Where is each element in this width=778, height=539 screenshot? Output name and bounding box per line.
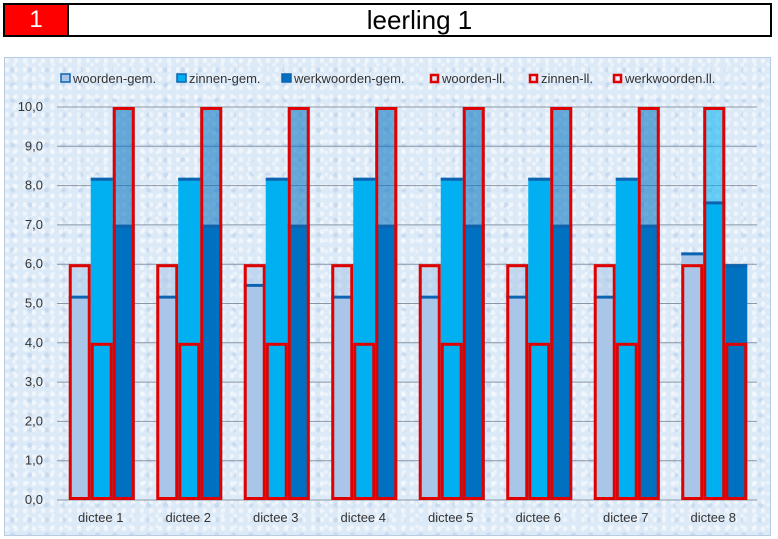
student-bar (331, 264, 354, 500)
y-tick-label: 0,0 (25, 492, 43, 507)
avg-bar (178, 177, 201, 500)
legend-label: zinnen-ll. (541, 71, 593, 86)
y-tick-label: 3,0 (25, 374, 43, 389)
legend-label: werkwoorden.ll. (624, 71, 715, 86)
y-tick-label: 1,0 (25, 453, 43, 468)
student-bar (287, 107, 310, 500)
student-bar (200, 107, 223, 500)
avg-bar (615, 177, 638, 500)
student-bar (243, 264, 266, 500)
student-bar (506, 264, 529, 500)
avg-bar (375, 224, 398, 500)
page-title: leerling 1 (366, 4, 473, 35)
avg-bar (440, 177, 463, 500)
avg-overlay (375, 107, 398, 225)
student-bar (550, 107, 573, 500)
student-bar (90, 342, 113, 500)
y-tick-label: 10,0 (18, 99, 43, 114)
y-tick-label: 9,0 (25, 138, 43, 153)
x-tick-label: dictee 2 (165, 510, 211, 525)
y-tick-label: 6,0 (25, 256, 43, 271)
chart-area: 0,0 1,0 2,0 3,0 4,0 5,0 6,0 7,0 8,0 9,0 10,0 dictee… (4, 57, 771, 536)
student-bar (440, 342, 463, 500)
avg-bar (90, 177, 113, 500)
avg-overlay (287, 107, 310, 225)
student-bar (637, 107, 660, 500)
avg-overlay (593, 264, 616, 296)
y-tick-label: 4,0 (25, 335, 43, 350)
avg-overlay (506, 264, 529, 296)
avg-overlay (462, 107, 485, 225)
avg-bar (287, 224, 310, 500)
student-bar (68, 264, 91, 500)
avg-overlay (703, 107, 726, 202)
student-bar (375, 107, 398, 500)
student-bar (353, 342, 376, 500)
avg-bar (112, 224, 135, 500)
avg-bar (418, 295, 441, 500)
avg-bar (200, 224, 223, 500)
student-bar (703, 107, 726, 500)
y-tick-label: 8,0 (25, 178, 43, 193)
x-tick-label: dictee 1 (78, 510, 124, 525)
x-tick-label: dictee 5 (428, 510, 474, 525)
avg-overlay (637, 107, 660, 225)
avg-bar (68, 295, 91, 500)
avg-bar (156, 295, 179, 500)
student-bar (681, 264, 704, 500)
legend-swatch (281, 73, 292, 83)
legend-label: zinnen-gem. (189, 71, 261, 86)
x-tick-label: dictee 3 (253, 510, 299, 525)
x-tick-label: dictee 6 (515, 510, 561, 525)
avg-bar (265, 177, 288, 500)
avg-overlay (418, 264, 441, 296)
student-bar (418, 264, 441, 500)
avg-overlay (550, 107, 573, 225)
student-bar (265, 342, 288, 500)
avg-bar (528, 177, 551, 500)
avg-bar (550, 224, 573, 500)
avg-overlay (156, 264, 179, 296)
student-number: 1 (5, 5, 69, 35)
student-bar (462, 107, 485, 500)
avg-bar (331, 295, 354, 500)
avg-bar (725, 264, 748, 500)
student-bar (112, 107, 135, 500)
avg-overlay (68, 264, 91, 296)
avg-overlay (200, 107, 223, 225)
legend-label: woorden-ll. (441, 71, 506, 86)
y-tick-label: 2,0 (25, 413, 43, 428)
avg-bar (462, 224, 485, 500)
legend-label: woorden-gem. (72, 71, 156, 86)
avg-overlay (331, 264, 354, 296)
avg-bar (243, 283, 266, 500)
legend-swatch (528, 73, 539, 84)
header-bar: 1 leerling 1 (3, 3, 772, 37)
student-bar (615, 342, 638, 500)
avg-bar (703, 201, 726, 500)
legend-swatch (176, 73, 187, 83)
x-tick-label: dictee 7 (603, 510, 649, 525)
avg-bar (506, 295, 529, 500)
avg-bar (353, 177, 376, 500)
student-bar (156, 264, 179, 500)
avg-bar (637, 224, 660, 500)
avg-bar (681, 252, 704, 500)
x-tick-label: dictee 8 (690, 510, 736, 525)
legend-swatch (429, 73, 440, 84)
student-bar (725, 342, 748, 500)
student-bar (593, 264, 616, 500)
x-tick-label: dictee 4 (340, 510, 386, 525)
avg-overlay (112, 107, 135, 225)
student-bar (528, 342, 551, 500)
legend-swatch (612, 73, 623, 84)
y-tick-label: 5,0 (25, 296, 43, 311)
avg-bar (593, 295, 616, 500)
legend-swatch (60, 73, 71, 83)
student-bar (178, 342, 201, 500)
avg-overlay (243, 264, 266, 284)
legend-label: werkwoorden-gem. (293, 71, 405, 86)
y-tick-label: 7,0 (25, 217, 43, 232)
bar-chart: 0,0 1,0 2,0 3,0 4,0 5,0 6,0 7,0 8,0 9,0 10,0 dictee… (18, 71, 757, 525)
